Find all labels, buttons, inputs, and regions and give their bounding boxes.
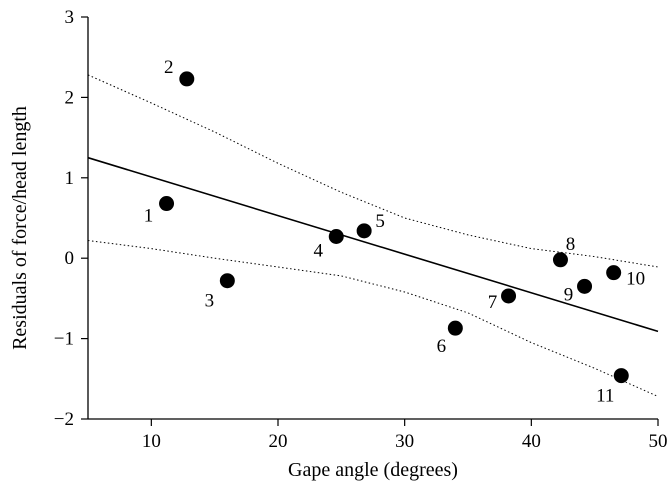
y-tick-label--2: −2 — [54, 409, 74, 430]
point-label-1: 1 — [144, 206, 154, 227]
y-axis-title: Residuals of force/head length — [9, 106, 31, 350]
point-label-6: 6 — [437, 336, 447, 357]
point-labels-layer: 1 2 3 4 5 6 7 8 9 10 11 — [144, 57, 645, 407]
point-label-8: 8 — [566, 234, 576, 255]
x-tick-label-40: 40 — [522, 431, 541, 452]
y-tick-label-3: 3 — [65, 7, 75, 28]
lower-confidence-band — [87, 240, 659, 397]
point-label-4: 4 — [314, 240, 324, 261]
y-tick-label-2: 2 — [65, 87, 75, 108]
point-label-5: 5 — [375, 211, 385, 232]
data-point-11 — [613, 368, 629, 384]
data-point-10 — [606, 265, 622, 281]
y-tick-label--1: −1 — [54, 329, 74, 350]
data-point-5 — [356, 223, 372, 239]
point-label-3: 3 — [205, 291, 215, 312]
point-label-10: 10 — [626, 269, 645, 290]
data-point-3 — [219, 273, 235, 289]
regression-line-layer — [87, 156, 659, 333]
data-point-1 — [159, 196, 175, 212]
point-label-7: 7 — [488, 292, 498, 313]
data-points-layer — [159, 71, 629, 384]
data-point-7 — [501, 288, 517, 304]
x-tick-label-30: 30 — [395, 431, 414, 452]
y-tick-label-0: 0 — [65, 248, 75, 269]
data-point-2 — [179, 71, 195, 87]
x-tick-label-10: 10 — [142, 431, 161, 452]
data-point-6 — [447, 320, 463, 336]
confidence-band-layer — [87, 74, 659, 397]
point-label-9: 9 — [564, 284, 574, 305]
point-label-2: 2 — [164, 57, 174, 78]
axes-layer: −2 −1 0 1 2 3 10 20 30 40 50 — [54, 7, 668, 452]
data-point-4 — [328, 228, 344, 244]
data-point-8 — [552, 252, 568, 268]
x-tick-label-50: 50 — [649, 431, 668, 452]
y-tick-label-1: 1 — [65, 168, 75, 189]
point-label-11: 11 — [596, 386, 614, 407]
regression-line — [87, 156, 659, 333]
x-tick-label-20: 20 — [269, 431, 288, 452]
upper-confidence-band — [87, 74, 659, 268]
data-point-9 — [577, 278, 593, 294]
x-axis-title: Gape angle (degrees) — [288, 459, 458, 481]
